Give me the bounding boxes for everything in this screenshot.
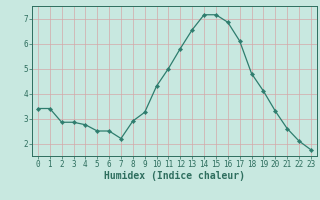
X-axis label: Humidex (Indice chaleur): Humidex (Indice chaleur) [104, 171, 245, 181]
